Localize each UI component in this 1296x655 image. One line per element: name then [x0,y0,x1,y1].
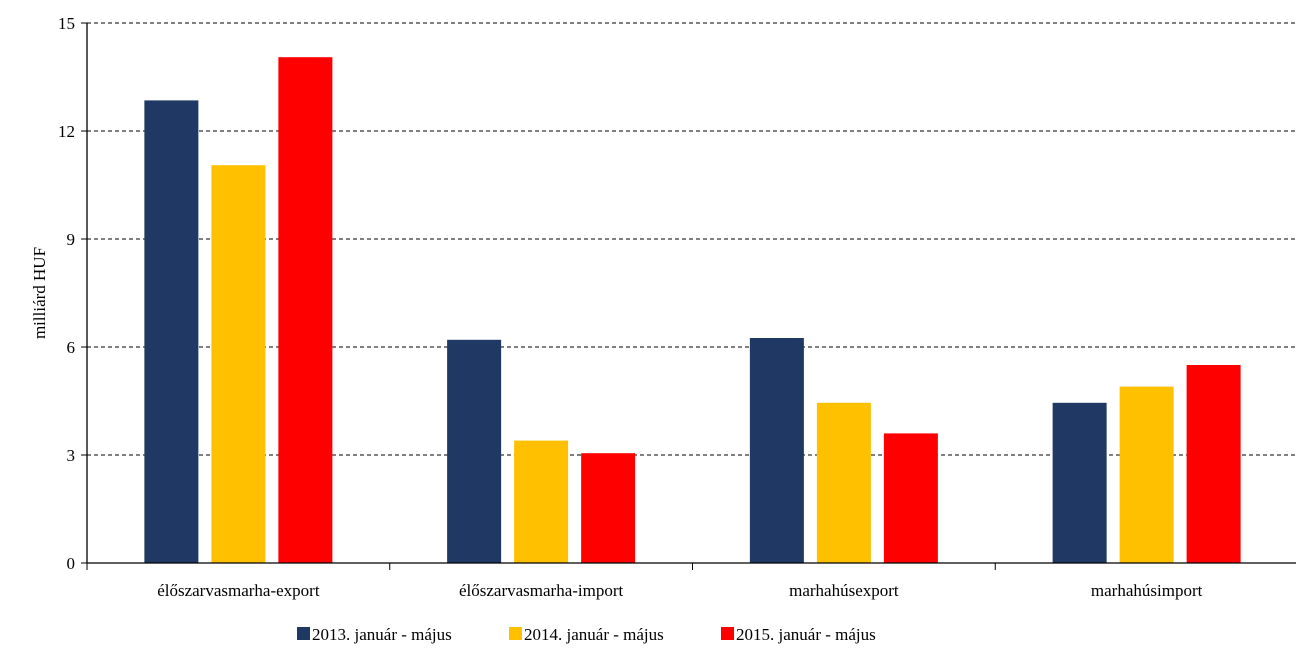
x-tick-label: élőszarvasmarha-export [157,581,320,600]
labels-layer: 0 3 6 9 12 15 élőszarvasmarha-export élőszarvas… [58,14,1203,600]
x-tick-label: élőszarvasmarha-import [459,581,624,600]
legend-item: 2013. január - május [297,625,452,644]
y-tick-label: 12 [58,122,75,141]
legend-swatch [721,627,734,640]
y-tick-label: 15 [58,14,75,33]
bar [1052,402,1107,563]
legend-label: 2013. január - május [312,625,452,644]
bar [514,440,569,563]
bar [144,100,199,564]
bars-layer [144,57,1241,564]
legend-item: 2015. január - május [721,625,876,644]
bar [581,453,636,563]
legend-label: 2015. január - május [736,625,876,644]
bar [816,402,871,563]
legend-item: 2014. január - május [509,625,664,644]
bar [447,339,502,563]
bar [278,57,333,563]
legend-swatch [297,627,310,640]
legend: 2013. január - május 2014. január - május… [297,625,876,644]
y-tick-label: 0 [67,554,76,573]
y-tick-label: 3 [67,446,76,465]
bar [1119,386,1174,563]
grid-layer [87,22,1296,456]
x-tick-label: marhahúsimport [1091,581,1203,600]
legend-label: 2014. január - május [524,625,664,644]
legend-swatch [509,627,522,640]
x-tick-label: marhahúsexport [789,581,899,600]
y-axis-title: milliárd HUF [30,247,49,339]
bar [211,165,266,563]
bar [749,338,804,563]
y-tick-label: 6 [67,338,76,357]
y-tick-label: 9 [67,230,76,249]
axes-layer [81,22,1296,570]
bar [883,433,938,563]
bar [1186,365,1241,563]
